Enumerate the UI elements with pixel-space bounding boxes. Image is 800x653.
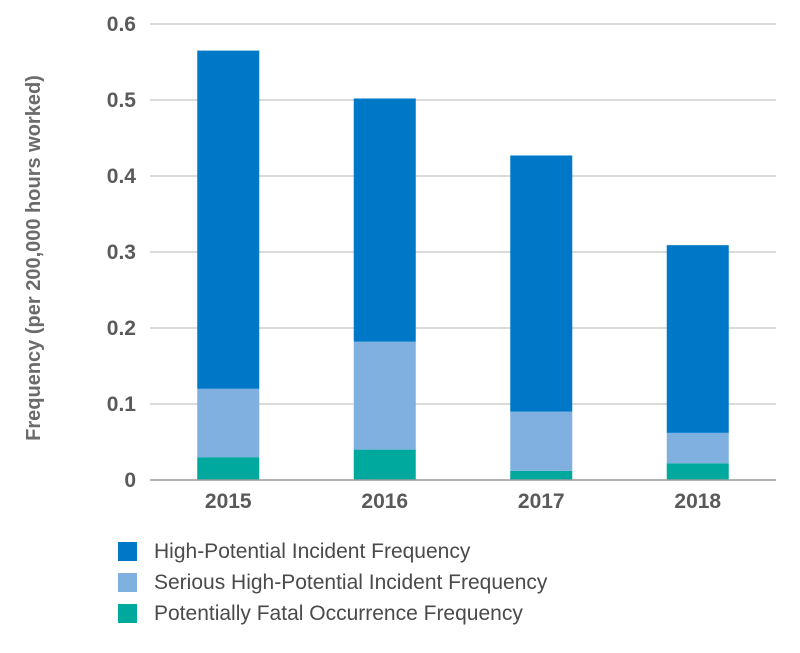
y-tick-label: 0 bbox=[124, 469, 136, 492]
bar-segment bbox=[353, 98, 416, 342]
legend-swatch bbox=[118, 573, 137, 592]
y-tick-label: 0.6 bbox=[107, 13, 136, 36]
x-tick-label: 2016 bbox=[361, 490, 408, 513]
bar-segment bbox=[666, 463, 729, 480]
x-tick-label: 2015 bbox=[205, 490, 252, 513]
axes: 0 0.1 0.2 0.3 0.4 0.5 0.6 2015 2016 2017 2018 bbox=[107, 13, 776, 513]
bar-segment bbox=[197, 388, 260, 458]
bar-segment bbox=[666, 245, 729, 433]
legend-item-high-potential: High-Potential Incident Frequency bbox=[118, 536, 547, 567]
y-tick-label: 0.1 bbox=[107, 393, 137, 416]
x-tick-label: 2017 bbox=[518, 490, 565, 513]
bars bbox=[197, 50, 729, 480]
y-tick-label: 0.4 bbox=[107, 165, 137, 188]
legend-swatch bbox=[118, 604, 137, 623]
bar-segment bbox=[197, 457, 260, 480]
y-tick-label: 0.3 bbox=[107, 241, 136, 264]
bar-segment bbox=[510, 155, 573, 412]
bar-segment bbox=[197, 50, 260, 389]
bar-segment bbox=[353, 341, 416, 450]
legend-swatch bbox=[118, 542, 137, 561]
legend-label: High-Potential Incident Frequency bbox=[154, 539, 471, 563]
legend-item-serious-high-potential: Serious High-Potential Incident Frequenc… bbox=[118, 567, 547, 598]
legend-item-potentially-fatal: Potentially Fatal Occurrence Frequency bbox=[118, 598, 547, 629]
bar-segment bbox=[510, 411, 573, 471]
y-tick-label: 0.5 bbox=[107, 89, 137, 112]
y-axis-label: Frequency (per 200,000 hours worked) bbox=[23, 75, 45, 441]
bar-segment bbox=[666, 432, 729, 464]
legend-label: Potentially Fatal Occurrence Frequency bbox=[154, 601, 523, 625]
x-tick-label: 2018 bbox=[674, 490, 721, 513]
y-tick-label: 0.2 bbox=[107, 317, 136, 340]
bar-segment bbox=[510, 470, 573, 480]
legend: High-Potential Incident Frequency Seriou… bbox=[118, 536, 547, 629]
bar-segment bbox=[353, 449, 416, 480]
legend-label: Serious High-Potential Incident Frequenc… bbox=[154, 570, 548, 594]
